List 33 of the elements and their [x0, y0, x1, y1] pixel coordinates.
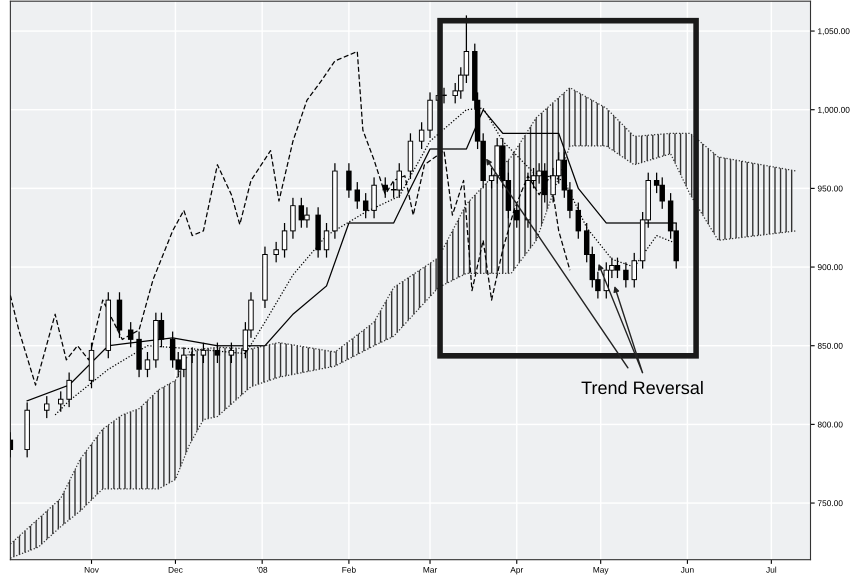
y-tick-label: 750.00	[818, 500, 843, 506]
x-tick-label: Jun	[680, 566, 694, 573]
y-tick-label: 1,050.00	[818, 28, 850, 36]
x-tick-label: Mar	[424, 566, 438, 573]
candlestick	[214, 342, 220, 364]
candlestick	[58, 390, 64, 412]
candlestick	[273, 241, 279, 263]
candlestick	[362, 192, 368, 219]
candlestick	[346, 162, 352, 198]
x-tick-label: Jul	[766, 566, 776, 573]
candlestick	[382, 176, 388, 198]
candlestick	[128, 321, 134, 348]
x-tick-label: May	[593, 566, 609, 574]
candlestick	[282, 222, 288, 258]
annotation: Trend Reversal	[582, 380, 703, 394]
candlestick	[144, 351, 150, 378]
y-tick-label: 950.00	[818, 186, 843, 192]
x-tick-label: Nov	[84, 566, 99, 573]
candlestick	[576, 202, 582, 240]
y-tick-label: 800.00	[818, 422, 843, 428]
candlestick	[324, 222, 330, 258]
x-tick-label: Apr	[510, 566, 524, 574]
y-tick-label: 850.00	[818, 342, 843, 349]
candlestick	[228, 342, 234, 364]
x-tick-label: Feb	[342, 566, 356, 573]
candlestick	[623, 262, 629, 288]
x-tick-label: '08	[257, 566, 268, 573]
y-tick-label: 1,000.00	[818, 106, 850, 114]
candlestick	[418, 122, 424, 150]
x-tick-label: Dec	[168, 566, 183, 573]
y-tick-label: 900.00	[818, 264, 843, 270]
candlestick	[354, 181, 360, 210]
candlestick	[514, 202, 520, 228]
